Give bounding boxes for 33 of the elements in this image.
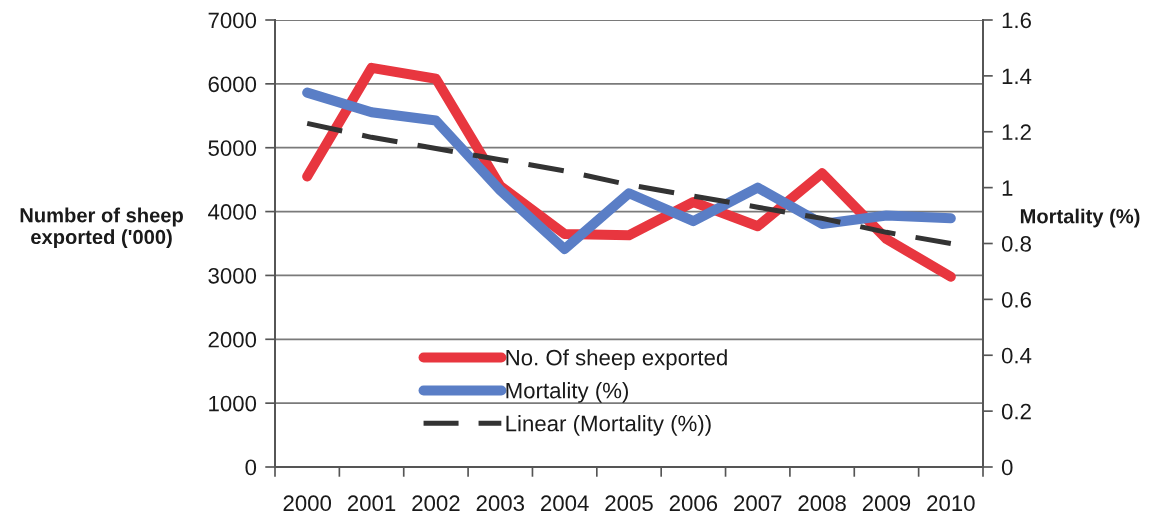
legend-label: Linear (Mortality (%)) [506, 415, 711, 436]
x-tick-label: 2008 [798, 495, 846, 512]
y-axis-title: Number of sheep exported ('000) [20, 207, 183, 249]
y-tick-label: 7000 [208, 12, 257, 29]
y2-axis-title: Mortality (%) [1020, 208, 1140, 228]
y2-tick-label: 1.6 [1002, 12, 1031, 29]
y-tick-label: 4000 [208, 204, 257, 220]
x-tick-label: 2005 [605, 495, 653, 512]
x-tick-label: 2001 [347, 495, 396, 512]
x-tick-label: 2010 [927, 495, 975, 512]
y-tick-label: 6000 [208, 76, 257, 93]
legend-label: Mortality (%) [506, 382, 628, 403]
y-tick-label: 2000 [208, 331, 257, 348]
y2-tick-label: 0.6 [1001, 291, 1031, 308]
y-tick-label: 1000 [209, 395, 257, 412]
x-tick-label: 2009 [862, 495, 911, 512]
y-tick-label: 0 [245, 459, 257, 476]
y2-tick-label: 1.2 [1002, 124, 1031, 140]
x-tick-label: 2006 [669, 495, 718, 512]
x-tick-label: 2002 [412, 495, 460, 512]
x-tick-label: 2003 [476, 495, 525, 512]
x-tick-label: 2004 [541, 495, 589, 512]
y-tick-label: 3000 [208, 267, 257, 284]
y2-tick-label: 0 [1001, 459, 1013, 476]
y2-tick-label: 1 [1002, 180, 1013, 196]
x-tick-label: 2000 [283, 495, 332, 512]
y2-tick-label: 1.4 [1002, 68, 1032, 84]
legend-label: No. Of sheep exported [506, 349, 727, 370]
y-tick-label: 5000 [208, 140, 257, 156]
y2-tick-label: 0.4 [1001, 347, 1032, 364]
y2-tick-label: 0.8 [1001, 236, 1031, 252]
x-tick-label: 2007 [734, 495, 782, 512]
y2-tick-label: 0.2 [1001, 403, 1031, 420]
